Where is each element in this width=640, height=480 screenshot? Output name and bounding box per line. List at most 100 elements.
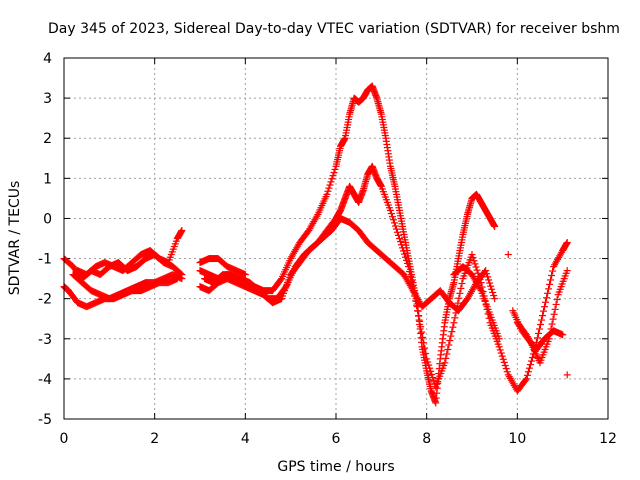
data-point bbox=[483, 270, 491, 278]
data-point bbox=[498, 352, 506, 360]
x-tick-label: 0 bbox=[60, 431, 69, 447]
data-point bbox=[426, 364, 434, 372]
data-point bbox=[414, 307, 422, 315]
y-tick-label: -5 bbox=[38, 412, 52, 428]
data-point bbox=[424, 358, 432, 366]
x-tick-label: 6 bbox=[332, 431, 341, 447]
data-point bbox=[405, 263, 413, 271]
data-point bbox=[485, 276, 493, 284]
data-point bbox=[495, 335, 503, 343]
data-point bbox=[396, 238, 404, 246]
data-point bbox=[525, 364, 533, 372]
data-point bbox=[548, 271, 556, 279]
y-tick-label: -4 bbox=[38, 372, 52, 388]
data-point bbox=[542, 298, 550, 306]
data-point bbox=[404, 259, 412, 267]
data-point bbox=[399, 247, 407, 255]
data-point bbox=[281, 284, 289, 292]
data-point bbox=[537, 321, 545, 329]
y-tick-label: -3 bbox=[38, 332, 52, 348]
y-tick-label: 4 bbox=[43, 51, 52, 67]
data-point bbox=[389, 216, 397, 224]
y-tick-label: 1 bbox=[43, 171, 52, 187]
grid bbox=[64, 58, 608, 419]
x-tick-label: 4 bbox=[241, 431, 250, 447]
data-point bbox=[534, 329, 542, 337]
data-point bbox=[324, 187, 332, 195]
y-tick-label: 0 bbox=[43, 211, 52, 227]
data-point bbox=[548, 320, 556, 328]
data-point bbox=[445, 341, 453, 349]
data-point bbox=[425, 361, 433, 369]
data-point bbox=[549, 267, 557, 275]
data-point bbox=[539, 312, 547, 320]
data-point bbox=[563, 267, 571, 275]
data-point bbox=[553, 296, 561, 304]
data-point bbox=[326, 181, 334, 189]
data-point bbox=[496, 346, 504, 354]
data-point bbox=[394, 231, 402, 239]
data-point bbox=[541, 303, 549, 311]
data-point bbox=[398, 244, 406, 252]
data-point bbox=[413, 302, 421, 310]
data-point bbox=[388, 213, 396, 221]
data-point bbox=[442, 354, 450, 362]
data-point bbox=[325, 184, 333, 192]
data-point bbox=[330, 169, 338, 177]
data-point bbox=[543, 294, 551, 302]
data-point bbox=[450, 319, 458, 327]
data-point bbox=[419, 333, 427, 341]
data-point bbox=[441, 359, 449, 367]
data-point bbox=[504, 251, 512, 259]
data-point bbox=[417, 323, 425, 331]
data-point bbox=[522, 375, 530, 383]
x-tick-label: 12 bbox=[599, 431, 617, 447]
data-point bbox=[521, 376, 529, 384]
data-point bbox=[458, 280, 466, 288]
data-point bbox=[526, 361, 534, 369]
data-point bbox=[484, 273, 492, 281]
data-point bbox=[470, 257, 478, 265]
data-point bbox=[423, 355, 431, 363]
data-point bbox=[487, 282, 495, 290]
data-point bbox=[491, 295, 499, 303]
data-point bbox=[241, 271, 249, 279]
data-point bbox=[415, 312, 423, 320]
y-tick-label: 3 bbox=[43, 91, 52, 107]
y-tick-label: -1 bbox=[38, 252, 52, 268]
data-point bbox=[331, 165, 339, 173]
data-point bbox=[563, 371, 571, 379]
data-point bbox=[491, 222, 499, 230]
data-point bbox=[401, 250, 409, 258]
data-point bbox=[469, 254, 477, 262]
data-point bbox=[471, 260, 479, 268]
data-point bbox=[563, 239, 571, 247]
data-point bbox=[545, 285, 553, 293]
data-point bbox=[429, 374, 437, 382]
data-point bbox=[178, 226, 186, 234]
data-point bbox=[446, 337, 454, 345]
data-point bbox=[501, 362, 509, 370]
data-point bbox=[418, 328, 426, 336]
data-point bbox=[277, 276, 285, 284]
data-point bbox=[540, 307, 548, 315]
data-point bbox=[497, 349, 505, 357]
data-point bbox=[392, 225, 400, 233]
data-point bbox=[486, 279, 494, 287]
data-point bbox=[402, 253, 410, 261]
data-point bbox=[489, 288, 497, 296]
data-point bbox=[490, 292, 498, 300]
data-point bbox=[449, 323, 457, 331]
data-point bbox=[430, 377, 438, 385]
data-point bbox=[397, 241, 405, 249]
data-point bbox=[421, 344, 429, 352]
data-point bbox=[502, 365, 510, 373]
data-point bbox=[390, 219, 398, 227]
data-point bbox=[523, 371, 531, 379]
data-point bbox=[550, 310, 558, 318]
data-point bbox=[447, 332, 455, 340]
data-point bbox=[488, 285, 496, 293]
data-point bbox=[535, 325, 543, 333]
